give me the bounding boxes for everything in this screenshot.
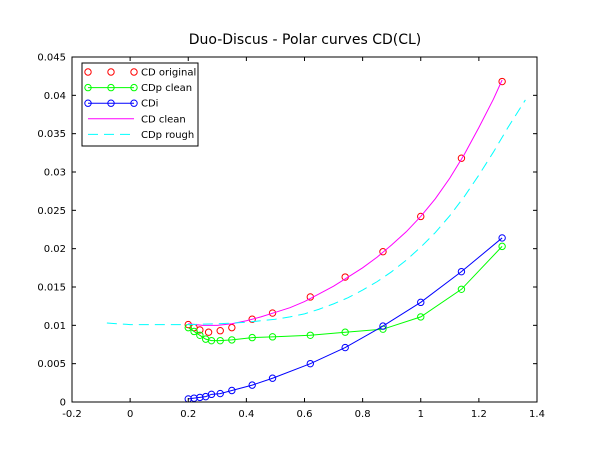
series-line-cdp-clean <box>187 246 503 342</box>
legend-label: CD original <box>141 68 196 79</box>
y-tick-label: 0.035 <box>37 129 66 140</box>
legend-marker <box>130 68 138 76</box>
legend-marker <box>130 99 138 107</box>
axes-layer: -0.2 0 0.2 0.4 0.6 0.8 1 1.2 1.400.0050.010.0150… <box>37 53 545 421</box>
data-point-cdp-clean <box>306 331 315 339</box>
y-tick-label: 0.03 <box>44 168 66 179</box>
x-tick-label: 1.2 <box>471 409 487 420</box>
data-point-cdp-clean <box>216 336 224 345</box>
y-tick-label: 0.005 <box>37 359 66 370</box>
data-point-cdp-clean <box>417 313 425 321</box>
y-tick-label: 0.025 <box>37 206 66 217</box>
x-tick-label: -0.2 <box>62 409 82 420</box>
data-point-cdi <box>184 395 192 402</box>
data-point-cdp-clean <box>190 327 198 336</box>
data-point-cdp-clean <box>498 242 506 251</box>
data-point-cdp-clean <box>457 285 466 293</box>
legend-box <box>81 62 199 147</box>
legend-marker <box>107 83 115 92</box>
series-line-cdp-rough <box>106 99 526 326</box>
y-tick-label: 0.045 <box>37 53 66 64</box>
x-tick-label: 0.6 <box>297 409 313 420</box>
data-point-cdi <box>306 359 315 368</box>
x-tick-label: 0 <box>127 409 133 420</box>
y-tick-label: 0.04 <box>44 91 66 102</box>
legend-marker <box>107 68 115 76</box>
data-point-cdi <box>457 267 466 276</box>
x-tick-label: 0.4 <box>238 409 254 420</box>
x-tick-label: 0.2 <box>180 409 196 420</box>
data-point-cdi <box>228 386 236 395</box>
legend-label: CDp rough <box>141 130 194 141</box>
legend-marker <box>84 68 92 76</box>
legend-marker <box>107 99 115 107</box>
series-layer <box>106 77 526 402</box>
legend-label: CDi <box>141 99 158 110</box>
data-point-cdi <box>379 322 387 330</box>
data-point-cdp-clean <box>341 328 349 336</box>
series-line-cdi <box>188 237 503 400</box>
chart-title: Duo-Discus - Polar curves CD(CL) <box>189 32 422 48</box>
data-point-cdi <box>248 381 256 389</box>
legend-marker <box>130 83 138 92</box>
data-point-cdi <box>268 374 277 382</box>
legend-label: CDp clean <box>141 83 192 94</box>
data-point-cdi <box>216 389 224 398</box>
data-point-cdi <box>196 393 204 402</box>
data-point-cdi <box>417 298 425 307</box>
series-line-cd-clean <box>188 79 503 326</box>
data-point-cd-original <box>248 315 256 323</box>
y-tick-label: 0 <box>60 398 66 409</box>
data-point-cd-original <box>417 212 425 221</box>
data-point-cdp-clean <box>268 333 277 341</box>
data-point-cdi <box>341 343 349 352</box>
data-point-cd-original <box>216 327 224 335</box>
x-tick-label: 1 <box>418 409 424 420</box>
data-point-cdp-clean <box>207 336 216 345</box>
data-point-cdp-clean <box>228 336 236 344</box>
x-tick-label: 0.8 <box>355 409 371 420</box>
data-point-cd-original <box>498 77 506 86</box>
data-point-cd-original <box>379 248 387 256</box>
data-point-cd-original <box>268 309 277 317</box>
data-point-cdi <box>498 234 506 242</box>
data-point-cd-original <box>228 323 236 332</box>
y-tick-label: 0.01 <box>44 321 66 332</box>
legend-marker <box>84 83 92 92</box>
data-point-cdp-clean <box>196 331 204 339</box>
y-tick-label: 0.02 <box>44 244 66 255</box>
y-tick-label: 0.015 <box>37 283 66 294</box>
data-point-cdp-clean <box>248 333 256 342</box>
legend: CD original CDp clean CDi CD clean CDp rough <box>81 62 199 147</box>
series-group <box>106 77 526 402</box>
data-point-cdi <box>207 390 216 399</box>
legend-marker <box>84 99 92 107</box>
legend-label: CD clean <box>141 114 186 125</box>
data-point-cd-original <box>457 154 466 162</box>
data-point-cd-original <box>204 328 213 336</box>
data-point-cdi <box>190 394 198 402</box>
x-tick-label: 1.4 <box>529 409 545 420</box>
